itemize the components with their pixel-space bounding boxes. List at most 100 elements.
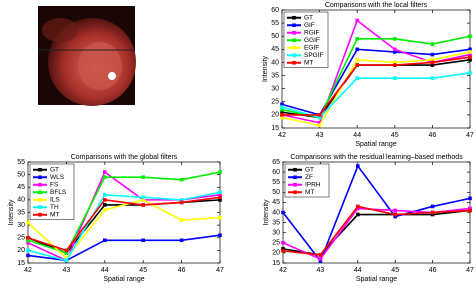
x-tick-label: 46 xyxy=(178,267,186,274)
data-point xyxy=(64,248,69,253)
legend-label: ZF xyxy=(305,174,313,181)
x-axis-label: Spatial range xyxy=(355,141,396,148)
y-tick-label: 60 xyxy=(271,7,279,14)
data-point xyxy=(393,37,397,41)
data-point xyxy=(468,34,472,39)
legend-marker xyxy=(38,182,42,187)
legend-label: TH xyxy=(50,204,59,211)
data-point xyxy=(26,241,30,245)
data-point xyxy=(141,198,145,202)
data-point xyxy=(26,248,30,253)
data-point xyxy=(280,113,284,117)
y-tick-label: 40 xyxy=(272,209,280,216)
data-point xyxy=(468,208,472,213)
data-point xyxy=(64,251,69,255)
y-tick-label: 30 xyxy=(17,222,25,229)
data-point xyxy=(468,196,472,201)
legend-marker xyxy=(293,190,297,195)
series-line xyxy=(27,171,221,254)
legend-label: BFLS xyxy=(50,189,67,196)
series-line xyxy=(281,72,471,119)
data-point xyxy=(141,238,145,243)
data-point xyxy=(393,60,397,65)
data-point xyxy=(393,214,397,219)
data-point xyxy=(468,47,472,52)
plot-frame xyxy=(27,161,221,264)
data-point xyxy=(26,220,30,225)
data-point xyxy=(317,115,322,120)
x-tick-label: 43 xyxy=(317,267,325,274)
legend-marker xyxy=(292,60,296,65)
data-point xyxy=(317,123,322,128)
x-tick-label: 43 xyxy=(316,132,324,139)
legend-marker xyxy=(293,175,297,180)
legend-label: WLS xyxy=(50,174,65,181)
legend-marker xyxy=(292,38,296,43)
data-point xyxy=(280,102,284,107)
data-point xyxy=(355,58,359,62)
legend-marker xyxy=(292,15,296,20)
y-tick-label: 60 xyxy=(272,169,280,176)
data-point xyxy=(103,238,107,243)
chart-title: Comparisons with the residual learning–b… xyxy=(290,154,463,161)
data-point xyxy=(355,18,359,23)
data-point xyxy=(281,210,285,215)
y-tick-label: 25 xyxy=(272,240,280,247)
y-tick-label: 50 xyxy=(272,189,280,196)
data-point xyxy=(468,71,472,75)
data-point xyxy=(218,193,222,197)
data-point xyxy=(281,241,285,245)
legend-label: GT xyxy=(305,166,314,173)
chart-title: Comparisons with the local filters xyxy=(325,2,428,9)
x-tick-label: 45 xyxy=(391,267,399,274)
legend-label: GT xyxy=(50,166,59,173)
legend-label: MT xyxy=(50,211,59,218)
series-line xyxy=(27,234,221,262)
legend-label: MT xyxy=(305,189,314,196)
legend-marker xyxy=(38,190,42,195)
legend-marker xyxy=(292,45,296,50)
x-axis-label: Spatial range xyxy=(103,276,144,283)
data-point xyxy=(318,259,323,263)
x-tick-label: 47 xyxy=(466,132,474,139)
data-point xyxy=(430,212,435,217)
y-tick-label: 50 xyxy=(17,171,25,178)
data-point xyxy=(317,120,322,125)
data-point xyxy=(356,212,360,217)
data-point xyxy=(218,215,222,220)
data-point xyxy=(179,218,184,222)
y-axis-label: Intensity xyxy=(262,55,269,82)
chart-title: Comparisons with the global filters xyxy=(71,154,178,161)
y-tick-label: 55 xyxy=(272,179,280,186)
y-axis-label: Intensity xyxy=(263,199,270,226)
x-tick-label: 42 xyxy=(278,132,286,139)
data-point xyxy=(393,50,397,54)
legend-label: GT xyxy=(304,14,313,21)
data-point xyxy=(356,206,360,211)
data-point xyxy=(26,238,30,243)
legend-label: RGIF xyxy=(304,29,320,36)
data-point xyxy=(179,200,184,205)
data-point xyxy=(468,52,472,57)
series-line xyxy=(27,199,221,260)
data-point xyxy=(468,55,472,59)
y-tick-label: 15 xyxy=(272,260,280,267)
data-point xyxy=(281,247,285,251)
data-point xyxy=(393,212,397,217)
x-tick-label: 44 xyxy=(101,267,109,274)
data-point xyxy=(218,195,222,200)
data-point xyxy=(64,258,69,263)
data-point xyxy=(218,190,222,195)
data-point xyxy=(393,208,397,213)
data-point xyxy=(355,76,359,80)
data-point xyxy=(318,253,323,257)
y-tick-label: 20 xyxy=(272,250,280,257)
data-point xyxy=(141,175,145,179)
data-point xyxy=(430,63,435,67)
y-tick-label: 35 xyxy=(272,219,280,226)
data-point xyxy=(430,76,435,80)
x-tick-label: 46 xyxy=(429,267,437,274)
data-point xyxy=(141,203,145,207)
photo xyxy=(38,6,136,106)
legend-label: MT xyxy=(304,59,313,66)
